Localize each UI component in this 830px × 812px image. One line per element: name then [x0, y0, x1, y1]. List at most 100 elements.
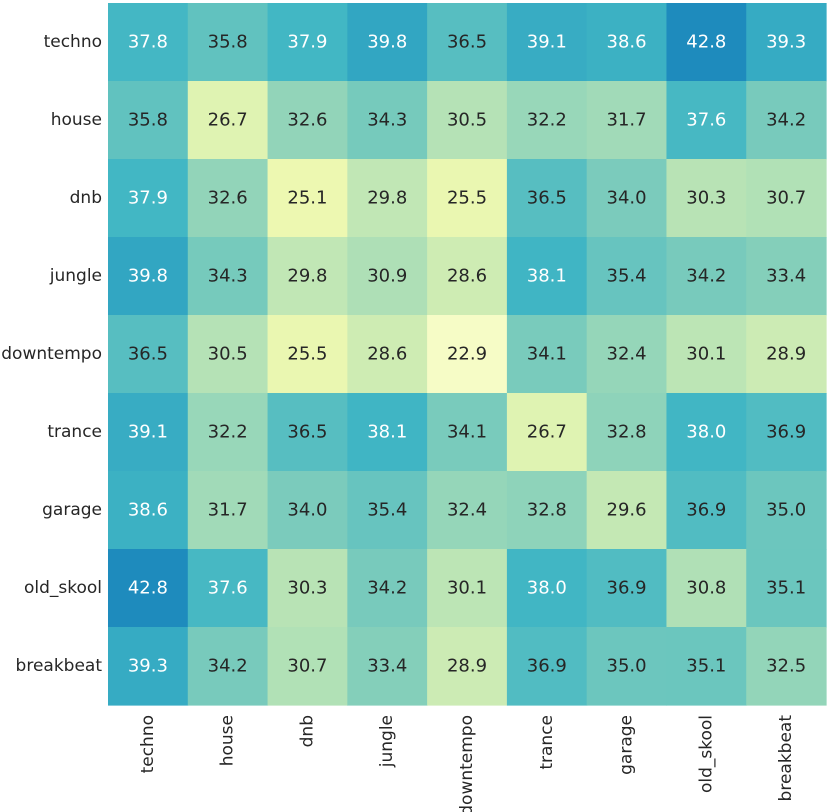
heatmap-cell-techno-old_skool: [666, 3, 747, 82]
cell-value-old_skool-trance: 38.0: [527, 578, 567, 599]
heatmap-cell-downtempo-techno: [108, 315, 189, 394]
cell-value-house-dnb: 32.6: [287, 110, 327, 131]
heatmap-cell-trance-downtempo: [427, 393, 508, 472]
cell-value-trance-dnb: 36.5: [287, 422, 327, 443]
cell-value-breakbeat-breakbeat: 32.5: [766, 656, 806, 677]
heatmap-cell-breakbeat-old_skool: [666, 627, 747, 706]
heatmap-cell-trance-breakbeat: [746, 393, 827, 472]
heatmap-cell-breakbeat-house: [187, 627, 269, 706]
heatmap-cell-garage-house: [187, 471, 269, 550]
cell-value-old_skool-dnb: 30.3: [287, 578, 327, 599]
heatmap-cell-house-dnb: [267, 81, 348, 160]
y-tick-label-breakbeat: breakbeat: [16, 656, 103, 676]
cell-value-jungle-garage: 35.4: [607, 266, 647, 287]
heatmap-cell-downtempo-garage: [586, 315, 668, 394]
heatmap-cell-jungle-old_skool: [666, 237, 747, 316]
cell-value-dnb-old_skool: 30.3: [686, 188, 726, 209]
heatmap-cell-house-jungle: [347, 81, 428, 160]
cell-value-breakbeat-techno: 39.3: [128, 656, 168, 677]
cell-value-jungle-breakbeat: 33.4: [766, 266, 806, 287]
cell-value-breakbeat-trance: 36.9: [527, 656, 567, 677]
cell-value-techno-garage: 38.6: [607, 32, 647, 53]
heatmap-cell-breakbeat-garage: [586, 627, 668, 706]
heatmap-cell-jungle-breakbeat: [746, 237, 827, 316]
y-tick-label-techno: techno: [44, 32, 102, 52]
heatmap-cell-techno-techno: [108, 3, 189, 82]
cell-value-jungle-downtempo: 28.6: [447, 266, 487, 287]
cell-value-dnb-jungle: 29.8: [367, 188, 407, 209]
cell-value-downtempo-garage: 32.4: [607, 344, 647, 365]
cell-value-downtempo-downtempo: 22.9: [447, 344, 487, 365]
cell-value-house-trance: 32.2: [527, 110, 567, 131]
heatmap-cell-house-techno: [108, 81, 189, 160]
heatmap-cell-dnb-dnb: [267, 159, 348, 238]
cell-value-jungle-house: 34.3: [208, 266, 248, 287]
cell-value-trance-jungle: 38.1: [367, 422, 407, 443]
heatmap-cell-downtempo-old_skool: [666, 315, 747, 394]
cell-value-garage-dnb: 34.0: [287, 500, 327, 521]
cell-value-downtempo-breakbeat: 28.9: [766, 344, 806, 365]
heatmap-cell-garage-techno: [108, 471, 189, 550]
heatmap-cell-house-house: [187, 81, 269, 160]
heatmap-cell-techno-jungle: [347, 3, 428, 82]
heatmap-cell-jungle-jungle: [347, 237, 428, 316]
cell-value-house-old_skool: 37.6: [686, 110, 726, 131]
cell-value-dnb-trance: 36.5: [527, 188, 567, 209]
cell-value-downtempo-house: 30.5: [208, 344, 248, 365]
heatmap-cell-house-garage: [586, 81, 668, 160]
cell-value-jungle-old_skool: 34.2: [686, 266, 726, 287]
cell-value-jungle-jungle: 30.9: [367, 266, 407, 287]
cell-value-breakbeat-garage: 35.0: [607, 656, 647, 677]
heatmap-cell-breakbeat-jungle: [347, 627, 428, 706]
cell-value-house-downtempo: 30.5: [447, 110, 487, 131]
heatmap-cell-garage-trance: [506, 471, 588, 550]
heatmap-cell-garage-downtempo: [427, 471, 508, 550]
cell-value-garage-techno: 38.6: [128, 500, 168, 521]
heatmap-cell-techno-house: [187, 3, 269, 82]
cell-value-garage-downtempo: 32.4: [447, 500, 487, 521]
heatmap-cell-downtempo-downtempo: [427, 315, 508, 394]
heatmap-cell-old_skool-house: [187, 549, 269, 628]
cell-value-garage-breakbeat: 35.0: [766, 500, 806, 521]
heatmap-cell-trance-jungle: [347, 393, 428, 472]
heatmap-cell-breakbeat-techno: [108, 627, 189, 706]
heatmap-cell-breakbeat-downtempo: [427, 627, 508, 706]
cell-value-techno-breakbeat: 39.3: [766, 32, 806, 53]
heatmap-cell-breakbeat-dnb: [267, 627, 348, 706]
cell-value-old_skool-house: 37.6: [208, 578, 248, 599]
cell-value-house-techno: 35.8: [128, 110, 168, 131]
cell-value-garage-house: 31.7: [208, 500, 248, 521]
heatmap-cell-jungle-house: [187, 237, 269, 316]
heatmap-cell-techno-trance: [506, 3, 588, 82]
y-tick-label-trance: trance: [47, 422, 102, 442]
cell-value-techno-trance: 39.1: [527, 32, 567, 53]
heatmap-cell-old_skool-jungle: [347, 549, 428, 628]
heatmap-cell-trance-house: [187, 393, 269, 472]
x-tick-label-jungle: jungle: [377, 715, 397, 768]
cell-value-garage-jungle: 35.4: [367, 500, 407, 521]
y-tick-label-garage: garage: [42, 500, 102, 520]
cell-value-old_skool-jungle: 34.2: [367, 578, 407, 599]
heatmap-cell-jungle-dnb: [267, 237, 348, 316]
cell-value-trance-garage: 32.8: [607, 422, 647, 443]
heatmap-cell-trance-garage: [586, 393, 668, 472]
heatmap-cell-garage-garage: [586, 471, 668, 550]
heatmap-cell-jungle-garage: [586, 237, 668, 316]
y-tick-label-dnb: dnb: [70, 188, 102, 208]
x-tick-label-downtempo: downtempo: [457, 715, 477, 812]
x-tick-label-garage: garage: [617, 715, 637, 775]
heatmap-cell-dnb-old_skool: [666, 159, 747, 238]
cell-value-trance-house: 32.2: [208, 422, 248, 443]
cell-value-breakbeat-house: 34.2: [208, 656, 248, 677]
cell-value-techno-old_skool: 42.8: [686, 32, 726, 53]
heatmap-cell-downtempo-jungle: [347, 315, 428, 394]
heatmap-cell-old_skool-breakbeat: [746, 549, 827, 628]
heatmap-cell-garage-dnb: [267, 471, 348, 550]
x-tick-label-house: house: [218, 715, 238, 766]
cell-value-jungle-trance: 38.1: [527, 266, 567, 287]
heatmap-cell-old_skool-techno: [108, 549, 189, 628]
cell-value-trance-old_skool: 38.0: [686, 422, 726, 443]
heatmap-cell-old_skool-garage: [586, 549, 668, 628]
y-axis-tick-labels: techno house dnb jungle downtempo trance garag…: [1, 32, 102, 676]
cell-value-trance-techno: 39.1: [128, 422, 168, 443]
